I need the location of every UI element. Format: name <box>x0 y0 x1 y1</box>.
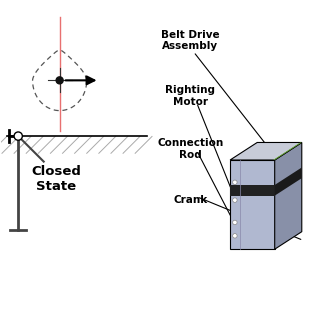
Polygon shape <box>275 167 302 196</box>
Text: Crank: Crank <box>173 195 207 205</box>
Circle shape <box>233 234 237 238</box>
Text: Belt Drive
Assembly: Belt Drive Assembly <box>161 30 220 51</box>
Polygon shape <box>230 160 275 249</box>
Polygon shape <box>230 142 302 160</box>
Circle shape <box>233 220 237 225</box>
Text: Connection
Rod: Connection Rod <box>157 138 223 160</box>
Text: Closed
State: Closed State <box>31 165 81 193</box>
Polygon shape <box>275 142 302 249</box>
Polygon shape <box>230 185 275 196</box>
Text: Righting
Motor: Righting Motor <box>165 85 215 107</box>
Circle shape <box>56 77 63 84</box>
Polygon shape <box>273 142 302 160</box>
Circle shape <box>233 180 237 185</box>
Circle shape <box>233 198 237 202</box>
Circle shape <box>14 132 22 140</box>
